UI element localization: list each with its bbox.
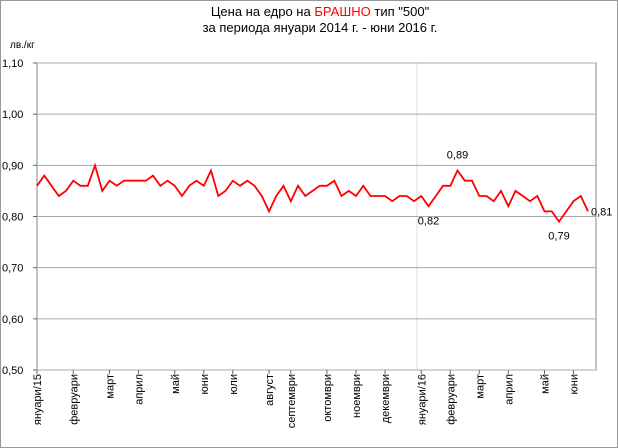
- x-tick-label: април: [134, 374, 146, 405]
- x-tick-label: февруари: [445, 374, 457, 425]
- data-label: 0,81: [591, 206, 612, 218]
- y-tick-label: 0,80: [2, 212, 23, 224]
- y-axis-label: лв./кг: [10, 40, 35, 51]
- data-label: 0,79: [548, 231, 569, 243]
- x-tick-label: май: [540, 374, 552, 394]
- data-line: [36, 162, 589, 224]
- y-tick-label: 0,60: [2, 314, 23, 326]
- x-tick-label: юли: [228, 374, 240, 395]
- x-tick-label: декември: [380, 374, 392, 423]
- y-tick-label: 1,00: [2, 109, 23, 121]
- y-tick-label: 0,90: [2, 160, 23, 172]
- x-tick-label: август: [264, 374, 276, 406]
- y-tick-label: 0,50: [2, 365, 23, 377]
- x-tick-label: март: [105, 374, 117, 399]
- x-tick-label: януари/16: [416, 374, 428, 425]
- x-tick-label: ноември: [351, 374, 363, 418]
- x-tick-label: юни: [569, 374, 581, 394]
- x-tick-label: април: [503, 374, 515, 405]
- x-tick-label: януари/15: [32, 374, 44, 425]
- chart-subtitle: за периода януари 2014 г. - юни 2016 г.: [203, 20, 438, 35]
- y-tick-label: 0,70: [2, 263, 23, 275]
- chart-title: Цена на едро на БРАШНО тип "500": [211, 4, 430, 19]
- x-tick-label: февруари: [68, 374, 80, 425]
- title-part: Цена на едро на: [211, 4, 312, 19]
- x-tick-label: март: [474, 374, 486, 399]
- x-tick-label: октомври: [322, 374, 334, 422]
- y-tick-label: 1,10: [2, 58, 23, 70]
- data-label: 0,82: [418, 215, 439, 227]
- title-highlight: БРАШНО: [314, 4, 370, 19]
- title-part: тип "500": [374, 4, 429, 19]
- x-tick-label: май: [170, 374, 182, 394]
- data-label: 0,89: [447, 149, 468, 161]
- x-tick-label: септември: [286, 374, 298, 428]
- x-tick-label: юни: [199, 374, 211, 394]
